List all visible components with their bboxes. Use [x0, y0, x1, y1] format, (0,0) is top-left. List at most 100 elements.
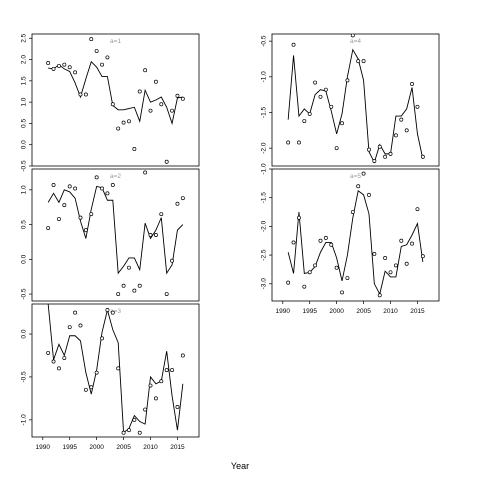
observed-point [291, 42, 296, 47]
observed-point [164, 292, 169, 297]
y-tick-label: -0.5 [21, 288, 28, 300]
observed-point [46, 350, 51, 355]
observed-point [340, 121, 344, 126]
observed-point [148, 383, 153, 388]
observed-point [180, 96, 185, 101]
observed-point [318, 238, 323, 243]
observed-point [377, 144, 382, 149]
observed-point [410, 241, 415, 246]
observed-point [94, 49, 99, 53]
observed-point [89, 385, 94, 390]
observed-point [313, 80, 318, 85]
observed-point [46, 226, 51, 231]
observed-point [148, 233, 153, 237]
observed-point [393, 263, 398, 268]
y-tick-label: 1.0 [21, 185, 28, 194]
observed-point [127, 265, 131, 270]
x-tick-label: 2015 [170, 444, 185, 451]
y-tick-label: 0.5 [21, 220, 28, 229]
panel-data [46, 304, 185, 435]
observed-point [148, 108, 153, 113]
y-tick-label: -2.0 [261, 142, 268, 154]
observed-point [164, 368, 169, 373]
observed-point [410, 81, 415, 86]
observed-point [56, 366, 61, 371]
fitted-line [287, 190, 424, 296]
observed-point [388, 151, 393, 156]
y-tick-label: 1.5 [21, 76, 28, 85]
panel-frame [271, 168, 440, 302]
observed-point [420, 254, 425, 259]
panel-data [286, 171, 425, 298]
y-tick-label: -2.5 [261, 249, 268, 261]
observed-point [404, 261, 409, 266]
observed-point [100, 62, 104, 67]
x-tick-label: 2000 [329, 308, 344, 315]
observed-point [78, 323, 83, 328]
observed-point [159, 212, 164, 217]
observed-point [334, 146, 339, 151]
y-tick-label: -2.0 [261, 220, 268, 232]
observed-point [89, 37, 94, 42]
observed-point [334, 265, 339, 270]
observed-point [67, 184, 72, 189]
observed-point [94, 175, 99, 180]
observed-point [356, 59, 361, 64]
fitted-line [287, 48, 424, 164]
observed-point [83, 228, 88, 233]
observed-point [105, 191, 110, 196]
observed-point [367, 147, 371, 152]
observed-point [143, 407, 148, 412]
observed-point [307, 270, 312, 275]
x-tick-label: 1990 [36, 444, 51, 451]
panel-1: a=1 -0.5 0.0 0.5 1.0 1.5 2.0 2.5 [21, 33, 200, 172]
observed-point [329, 242, 334, 247]
fitted-line [47, 185, 184, 275]
observed-point [159, 379, 164, 384]
y-tick-label: 2.5 [21, 33, 28, 42]
y-tick-label: 1.0 [21, 97, 28, 106]
observed-point [302, 119, 307, 123]
observed-point [105, 308, 110, 312]
observed-point [62, 356, 67, 361]
observed-point [143, 170, 148, 175]
observed-point [56, 217, 61, 221]
x-tick-label: 1995 [302, 308, 317, 315]
observed-point [372, 251, 377, 256]
observed-point [323, 87, 328, 92]
observed-point [383, 154, 388, 159]
observed-point [116, 126, 121, 131]
observed-point [399, 238, 404, 243]
observed-point [121, 283, 126, 288]
observed-point [420, 154, 425, 159]
y-tick-label: -0.5 [261, 35, 268, 47]
observed-point [89, 212, 94, 217]
panel-3: a=3 -1.0 -0.5 0.0 1990 1995 2000 2005 2010 2015 [21, 303, 200, 451]
observed-point [110, 310, 115, 315]
observed-point [132, 147, 137, 151]
observed-point [83, 387, 88, 392]
y-tick-label: -0.5 [21, 371, 28, 383]
panel-frame [31, 303, 200, 438]
observed-point [318, 94, 323, 99]
y-tick-label: -3.0 [261, 278, 268, 290]
observed-point [307, 111, 312, 116]
observed-point [94, 370, 99, 375]
panel-data [46, 37, 185, 164]
panel-frame [31, 168, 200, 302]
fitted-line [47, 304, 184, 434]
y-tick-label: 0.0 [21, 254, 28, 263]
observed-point [415, 104, 420, 109]
observed-point [296, 140, 301, 145]
observed-point [116, 366, 121, 371]
observed-point [73, 70, 78, 75]
observed-point [78, 92, 83, 97]
observed-point [286, 140, 291, 145]
observed-point [143, 68, 148, 73]
x-tick-label: 2010 [143, 444, 158, 451]
observed-point [73, 310, 78, 315]
observed-point [100, 336, 104, 341]
observed-point [164, 159, 169, 164]
panel-title: a=5 [350, 173, 361, 180]
